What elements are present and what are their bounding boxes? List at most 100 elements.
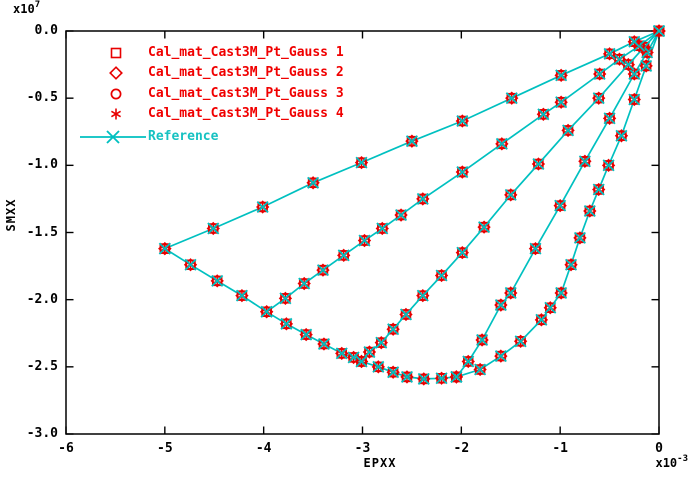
reference-x-marker — [376, 222, 389, 235]
reference-x-marker — [592, 183, 605, 196]
reference-x-marker — [355, 355, 368, 368]
reference-x-marker — [535, 313, 548, 326]
reference-x-marker — [387, 323, 400, 336]
reference-x-marker — [235, 289, 248, 302]
reference-x-marker — [640, 59, 653, 72]
reference-x-marker — [337, 249, 350, 262]
y-tick-label: -1.5 — [26, 224, 58, 240]
reference-x-marker — [652, 24, 666, 38]
reference-x-marker — [375, 336, 388, 349]
reference-x-marker — [363, 346, 376, 359]
reference-x-marker — [300, 328, 313, 341]
reference-x-marker — [280, 317, 293, 330]
x-scale-exponent: -3 — [677, 454, 688, 464]
reference-x-marker — [405, 135, 418, 148]
reference-x-marker — [387, 366, 400, 379]
y-tick-label: -3.0 — [26, 426, 58, 441]
reference-x-marker — [184, 258, 197, 271]
reference-x-marker — [514, 335, 527, 348]
reference-x-marker — [494, 299, 507, 312]
legend-label-reference: Reference — [148, 129, 219, 144]
x-tick-label: -3 — [354, 441, 371, 456]
reference-x-marker — [355, 156, 368, 169]
x-tick-label: -2 — [453, 441, 470, 456]
reference-x-marker — [207, 222, 220, 235]
reference-x-marker — [211, 274, 224, 287]
reference-x-marker — [583, 204, 596, 218]
reference-x-marker — [592, 92, 605, 105]
reference-x-marker — [628, 35, 641, 48]
reference-x-marker — [532, 157, 545, 171]
reference-x-marker — [544, 301, 557, 314]
reference-x-marker — [555, 69, 568, 82]
asterisk-marker-icon — [110, 108, 122, 120]
reference-x-marker — [279, 292, 292, 305]
y-tick-label: 0.0 — [34, 23, 58, 38]
reference-x-marker — [478, 221, 491, 234]
reference-x-marker — [399, 308, 413, 321]
reference-x-marker — [158, 242, 171, 255]
reference-x-marker — [316, 264, 330, 277]
x-axis-title: EPXX — [363, 456, 397, 470]
reference-x-marker — [573, 231, 586, 244]
reference-x-marker — [450, 370, 463, 383]
reference-x-marker — [505, 92, 518, 105]
reference-x-marker — [593, 67, 606, 81]
reference-x-marker — [456, 166, 469, 179]
reference-x-marker — [529, 242, 542, 255]
curve-initial-loading-branch — [456, 30, 660, 378]
curve-softening-envelope — [164, 247, 457, 380]
reference-x-marker — [602, 159, 615, 172]
reference-x-marker — [298, 277, 311, 290]
reference-x-marker — [260, 305, 273, 318]
reference-x-marker — [474, 363, 487, 376]
x-axis-scale-label: x10-3 — [638, 454, 688, 470]
x-tick-label: -4 — [255, 441, 272, 456]
x-tick-label: -5 — [157, 441, 173, 456]
reference-x-marker — [395, 209, 408, 222]
reference-x-marker — [416, 289, 429, 302]
reference-x-marker — [358, 234, 371, 247]
reference-x-marker — [603, 47, 616, 60]
reference-x-marker — [565, 258, 578, 271]
reference-x-marker — [456, 114, 469, 128]
reference-x-marker — [562, 124, 575, 137]
y-tick-label: -2.5 — [26, 358, 58, 374]
reference-x-marker — [400, 370, 414, 383]
reference-x-marker — [416, 192, 429, 205]
reference-line-x-icon — [80, 130, 146, 144]
reference-x-marker — [256, 200, 269, 214]
square-marker-icon — [110, 47, 122, 59]
reference-x-marker — [628, 93, 641, 106]
x-tick-label: -6 — [58, 441, 74, 456]
reference-x-marker — [628, 67, 641, 81]
reference-x-marker — [456, 246, 469, 259]
reference-x-marker — [603, 112, 616, 125]
x-tick-label: -1 — [552, 441, 568, 456]
y-tick-label: -0.5 — [26, 90, 58, 106]
reference-x-marker — [554, 199, 567, 212]
reference-x-marker — [307, 176, 320, 189]
reference-x-marker — [555, 96, 568, 109]
curve-unload-reload-cycle-3 — [360, 30, 660, 363]
reference-x-marker — [494, 350, 507, 363]
reference-x-marker — [613, 53, 626, 66]
legend-label-gauss-2: Cal_mat_Cast3M_Pt_Gauss 2 — [148, 65, 344, 80]
legend-label-gauss-4: Cal_mat_Cast3M_Pt_Gauss 4 — [148, 106, 344, 121]
reference-x-marker — [555, 286, 568, 299]
reference-x-marker — [504, 188, 517, 201]
reference-x-marker — [495, 137, 508, 150]
reference-x-marker — [347, 351, 360, 364]
reference-x-marker — [476, 333, 489, 347]
reference-x-marker — [504, 286, 517, 299]
y-tick-label: -1.0 — [26, 157, 58, 173]
reference-x-marker — [435, 269, 448, 282]
y-scale-exponent: 7 — [34, 0, 41, 10]
y-tick-label: -2.0 — [26, 291, 58, 307]
reference-x-marker — [615, 129, 628, 142]
reference-x-marker — [435, 372, 448, 385]
reference-x-marker — [317, 337, 330, 351]
reference-x-marker — [622, 58, 635, 71]
